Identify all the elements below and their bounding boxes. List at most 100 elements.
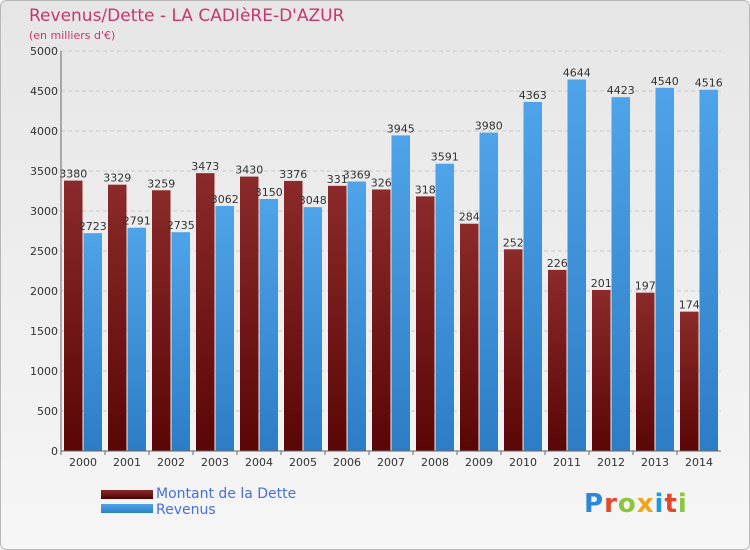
bar-dette bbox=[328, 185, 347, 452]
bar-revenus bbox=[523, 101, 542, 452]
x-tick-label: 2012 bbox=[597, 456, 625, 469]
data-label-revenus: 4363 bbox=[519, 89, 547, 102]
x-tick-label: 2010 bbox=[509, 456, 537, 469]
y-tick-label: 0 bbox=[51, 445, 58, 458]
logo-letter: o bbox=[617, 489, 637, 519]
bar-revenus bbox=[83, 233, 102, 451]
bar-dette bbox=[416, 196, 435, 451]
bar-dette bbox=[108, 184, 127, 451]
bar-dette bbox=[196, 173, 215, 451]
data-label-revenus: 2735 bbox=[167, 219, 195, 232]
bar-dette bbox=[240, 176, 259, 451]
y-tick-label: 3000 bbox=[30, 205, 58, 218]
data-label-revenus: 2791 bbox=[123, 215, 151, 228]
x-tick-label: 2002 bbox=[157, 456, 185, 469]
logo-letter: i bbox=[654, 489, 665, 519]
data-label-revenus: 4644 bbox=[563, 66, 591, 79]
bar-revenus bbox=[611, 97, 630, 451]
logo-letter: i bbox=[677, 489, 688, 519]
bar-dette bbox=[504, 249, 523, 451]
data-label-revenus: 4516 bbox=[695, 77, 723, 90]
y-tick-label: 2000 bbox=[30, 285, 58, 298]
legend-label-dette: Montant de la Dette bbox=[156, 486, 297, 502]
data-label-revenus: 2723 bbox=[79, 220, 107, 233]
bar-revenus bbox=[435, 163, 454, 451]
legend-swatch-revenus bbox=[101, 504, 153, 513]
bar-dette bbox=[680, 311, 699, 451]
x-tick-label: 2000 bbox=[69, 456, 97, 469]
data-label-revenus: 3945 bbox=[387, 122, 415, 135]
data-label-dette: 331 bbox=[327, 173, 348, 186]
data-label-revenus: 3150 bbox=[255, 186, 283, 199]
bar-revenus bbox=[655, 87, 674, 452]
data-label-dette: 326 bbox=[371, 176, 392, 189]
y-tick-label: 4000 bbox=[30, 125, 58, 138]
logo-letter: P bbox=[584, 489, 605, 519]
bar-dette bbox=[460, 223, 479, 451]
chart-subtitle: (en milliers d'€) bbox=[29, 29, 116, 42]
y-tick-label: 500 bbox=[37, 405, 58, 418]
bar-revenus bbox=[259, 199, 278, 451]
x-tick-label: 2009 bbox=[465, 456, 493, 469]
data-label-dette: 201 bbox=[591, 277, 612, 290]
bar-revenus bbox=[347, 181, 366, 452]
bar-revenus bbox=[479, 132, 498, 451]
y-tick-label: 3500 bbox=[30, 165, 58, 178]
data-label-dette: 197 bbox=[635, 280, 656, 293]
logo-letter: r bbox=[604, 489, 618, 519]
data-label-dette: 3380 bbox=[59, 168, 87, 181]
x-tick-label: 2013 bbox=[641, 456, 669, 469]
bar-revenus bbox=[127, 227, 146, 451]
data-label-revenus: 3980 bbox=[475, 120, 503, 133]
proxiti-logo: Proxiti bbox=[584, 489, 688, 519]
x-tick-label: 2005 bbox=[289, 456, 317, 469]
bar-revenus bbox=[567, 79, 586, 451]
y-tick-label: 1500 bbox=[30, 325, 58, 338]
data-label-dette: 318 bbox=[415, 183, 436, 196]
data-label-dette: 226 bbox=[547, 257, 568, 270]
bar-dette bbox=[152, 190, 171, 451]
data-label-dette: 3329 bbox=[103, 172, 131, 185]
x-tick-label: 2011 bbox=[553, 456, 581, 469]
data-label-dette: 3376 bbox=[279, 168, 307, 181]
legend-swatch-dette bbox=[101, 490, 153, 499]
data-label-revenus: 3591 bbox=[431, 151, 459, 164]
bar-dette bbox=[592, 289, 611, 451]
bar-revenus bbox=[171, 232, 190, 451]
bar-revenus bbox=[215, 206, 234, 451]
chart-title: Revenus/Dette - LA CADIèRE-D'AZUR bbox=[29, 6, 345, 26]
data-label-revenus: 3062 bbox=[211, 193, 239, 206]
x-tick-label: 2008 bbox=[421, 456, 449, 469]
x-tick-label: 2001 bbox=[113, 456, 141, 469]
data-label-dette: 3259 bbox=[147, 177, 175, 190]
x-tick-label: 2004 bbox=[245, 456, 273, 469]
logo-letter: t bbox=[664, 489, 678, 519]
bar-revenus bbox=[303, 207, 322, 451]
legend-label-revenus: Revenus bbox=[156, 502, 216, 518]
data-label-dette: 284 bbox=[459, 211, 480, 224]
bar-dette bbox=[284, 180, 303, 452]
logo-letter: x bbox=[636, 489, 655, 519]
data-label-revenus: 4540 bbox=[651, 75, 679, 88]
data-label-dette: 3473 bbox=[191, 160, 219, 173]
bar-dette bbox=[64, 180, 83, 451]
data-label-revenus: 4423 bbox=[607, 84, 635, 97]
data-label-dette: 174 bbox=[679, 299, 700, 312]
bar-dette bbox=[548, 269, 567, 451]
x-tick-label: 2006 bbox=[333, 456, 361, 469]
y-tick-label: 2500 bbox=[30, 245, 58, 258]
data-label-dette: 3430 bbox=[235, 164, 263, 177]
data-label-revenus: 3369 bbox=[343, 168, 371, 181]
bar-dette bbox=[372, 189, 391, 452]
bar-revenus bbox=[391, 135, 410, 451]
bar-revenus bbox=[699, 89, 718, 451]
x-tick-label: 2003 bbox=[201, 456, 229, 469]
x-tick-label: 2014 bbox=[685, 456, 713, 469]
y-tick-label: 1000 bbox=[30, 365, 58, 378]
y-tick-label: 5000 bbox=[30, 45, 58, 58]
x-tick-label: 2007 bbox=[377, 456, 405, 469]
data-label-revenus: 3048 bbox=[299, 194, 327, 207]
y-tick-label: 4500 bbox=[30, 85, 58, 98]
